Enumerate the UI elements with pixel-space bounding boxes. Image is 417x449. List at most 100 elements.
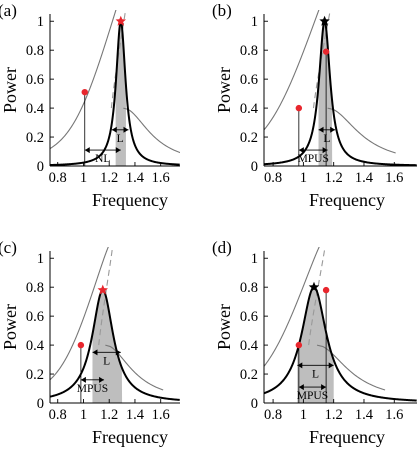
backbone-curve-unstable <box>308 247 326 346</box>
x-tick-label: 1.4 <box>355 170 374 186</box>
linear-resonance-curve <box>50 20 180 166</box>
x-axis-title: Frequency <box>309 427 385 447</box>
y-tick-label: 0 <box>251 396 258 412</box>
red-point-marker <box>295 104 303 112</box>
backbone-curve-lower <box>327 107 396 154</box>
backbone-curve-lower <box>123 107 180 154</box>
x-tick-label: 1.2 <box>100 170 118 186</box>
x-axis-title: Frequency <box>309 190 385 210</box>
arrow-label-l: L <box>323 133 330 145</box>
arrow-label-mpus: MPUS <box>297 390 328 402</box>
x-axis-title: Frequency <box>92 190 168 210</box>
arrowhead-left <box>298 147 304 154</box>
y-tick-label: 0.4 <box>240 338 259 354</box>
arrowhead-left <box>111 126 117 133</box>
arrowhead-left <box>84 147 90 154</box>
panel-b: L MPUS 0 0.2 0.4 0.6 0.8 1 0.8 1 1.2 1.4 1.6Frequenc… <box>212 1 417 210</box>
panel-label: (a) <box>0 1 17 20</box>
arrow-label-l: L <box>103 355 110 367</box>
y-tick-label: 0.8 <box>240 280 258 296</box>
peak-star-marker <box>97 284 108 295</box>
y-tick-label: 0 <box>251 159 258 175</box>
x-tick-label: 1.2 <box>325 170 343 186</box>
y-tick-label: 0.6 <box>26 72 44 88</box>
y-tick-label: 0.2 <box>240 130 258 146</box>
arrowhead-left <box>297 362 303 369</box>
arrow-label-nl: NL <box>95 153 110 165</box>
y-tick-label: 0.8 <box>240 43 258 59</box>
x-tick-label: 1.6 <box>152 170 170 186</box>
backbone-curve-upper <box>50 10 117 150</box>
y-axis-title: Power <box>0 67 20 113</box>
y-tick-label: 0.2 <box>26 367 44 383</box>
backbone-curve-unstable <box>110 10 127 109</box>
arrowhead-right <box>322 147 328 154</box>
y-tick-label: 0.4 <box>26 338 45 354</box>
plot-area <box>50 10 180 166</box>
x-tick-label: 0.8 <box>264 407 282 423</box>
y-tick-label: 0 <box>37 396 44 412</box>
panel-label: (d) <box>212 238 232 257</box>
x-tick-label: 1.6 <box>385 407 403 423</box>
panel-d: L MPUS 0 0.2 0.4 0.6 0.8 1 0.8 1 1.2 1.4 1.6Frequenc… <box>212 238 417 447</box>
y-tick-label: 1 <box>251 14 258 30</box>
linear-resonance-curve <box>264 286 417 402</box>
x-tick-label: 1 <box>80 170 87 186</box>
panel-label: (b) <box>212 1 232 20</box>
arrow-label-l: L <box>312 368 319 380</box>
y-axis-title: Power <box>0 304 20 350</box>
x-tick-label: 0.8 <box>49 407 67 423</box>
arrow-label-l: L <box>117 133 124 145</box>
y-tick-label: 0.8 <box>26 43 44 59</box>
red-point-marker <box>295 341 303 349</box>
x-tick-label: 1 <box>300 407 307 423</box>
backbone-curve-upper <box>50 247 109 381</box>
x-tick-label: 1 <box>80 407 87 423</box>
x-tick-label: 1.2 <box>325 407 343 423</box>
y-tick-label: 0.8 <box>26 280 44 296</box>
y-tick-label: 0.4 <box>240 101 259 117</box>
arrowhead-right <box>99 376 105 383</box>
backbone-curve-upper <box>264 10 320 131</box>
x-tick-label: 1.2 <box>100 407 118 423</box>
x-tick-label: 0.8 <box>49 170 67 186</box>
arrow-label-mpus: MPUS <box>298 153 329 165</box>
peak-star-marker <box>308 281 320 292</box>
arrowhead-right <box>123 126 129 133</box>
x-tick-label: 1.4 <box>126 407 145 423</box>
panel-label: (c) <box>0 238 17 257</box>
y-tick-label: 0.2 <box>240 367 258 383</box>
arrowhead-right <box>321 384 327 391</box>
plot-area <box>264 10 417 166</box>
x-tick-label: 1.6 <box>152 407 170 423</box>
arrowhead-right <box>115 147 121 154</box>
y-tick-label: 0.6 <box>26 309 44 325</box>
red-point-marker <box>77 341 85 349</box>
arrowhead-right <box>328 362 334 369</box>
y-tick-label: 1 <box>37 14 44 30</box>
shaded-band <box>297 287 334 403</box>
y-axis-title: Power <box>214 67 234 113</box>
red-point-marker <box>81 88 88 96</box>
x-tick-label: 1.6 <box>385 170 403 186</box>
panel-a: L NL 0 0.2 0.4 0.6 0.8 1 0.8 1 1.2 1.4 1.6 Frequency P… <box>0 1 180 210</box>
arrowhead-left <box>298 384 304 391</box>
arrow-label-mpus: MPUS <box>77 383 108 395</box>
red-point-marker <box>322 48 330 55</box>
x-tick-label: 1.4 <box>126 170 145 186</box>
y-tick-label: 0 <box>37 159 44 175</box>
panel-c: L MPUS 0 0.2 0.4 0.6 0.8 1 0.8 1 1.2 1.4 1.6 Frequenc… <box>0 238 180 447</box>
plot-area <box>50 247 180 403</box>
plot-area <box>264 247 417 403</box>
arrowhead-right <box>330 126 336 133</box>
arrowhead-left <box>80 376 86 383</box>
peak-star-marker <box>115 15 127 26</box>
arrowhead-left <box>92 349 98 356</box>
y-tick-label: 0.6 <box>240 309 258 325</box>
y-tick-label: 0.6 <box>240 72 258 88</box>
backbone-curve-unstable <box>98 247 114 346</box>
y-tick-label: 0.4 <box>26 101 45 117</box>
backbone-curve-upper <box>264 247 320 368</box>
x-tick-label: 1 <box>300 170 307 186</box>
